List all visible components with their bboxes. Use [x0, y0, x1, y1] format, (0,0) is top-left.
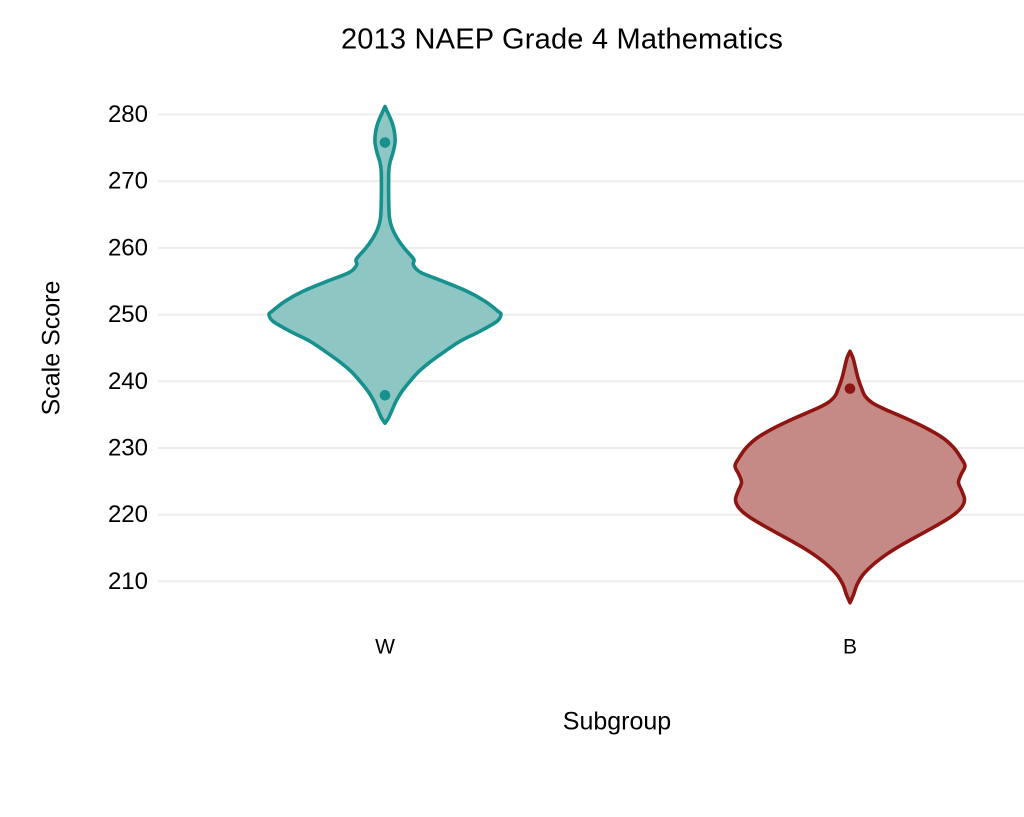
x-tick-label-w: W	[375, 636, 395, 659]
data-point-b-0	[844, 383, 856, 394]
y-tick-label-210: 210	[108, 568, 148, 595]
violin-b	[733, 349, 967, 605]
y-tick-label-240: 240	[108, 368, 148, 395]
x-tick-label-b: B	[843, 636, 857, 659]
y-axis-title: Scale Score	[37, 280, 66, 416]
data-point-w-1	[379, 390, 391, 401]
y-tick-label-230: 230	[108, 435, 148, 462]
y-tick-label-270: 270	[108, 168, 148, 195]
y-tick-label-280: 280	[108, 101, 148, 128]
y-tick-label-220: 220	[108, 501, 148, 528]
data-point-w-0	[379, 137, 391, 148]
y-tick-label-250: 250	[108, 301, 148, 328]
chart-title: 2013 NAEP Grade 4 Mathematics	[340, 23, 784, 56]
x-axis-title: Subgroup	[562, 707, 672, 736]
violin-w	[267, 104, 503, 426]
y-tick-label-260: 260	[108, 234, 148, 261]
